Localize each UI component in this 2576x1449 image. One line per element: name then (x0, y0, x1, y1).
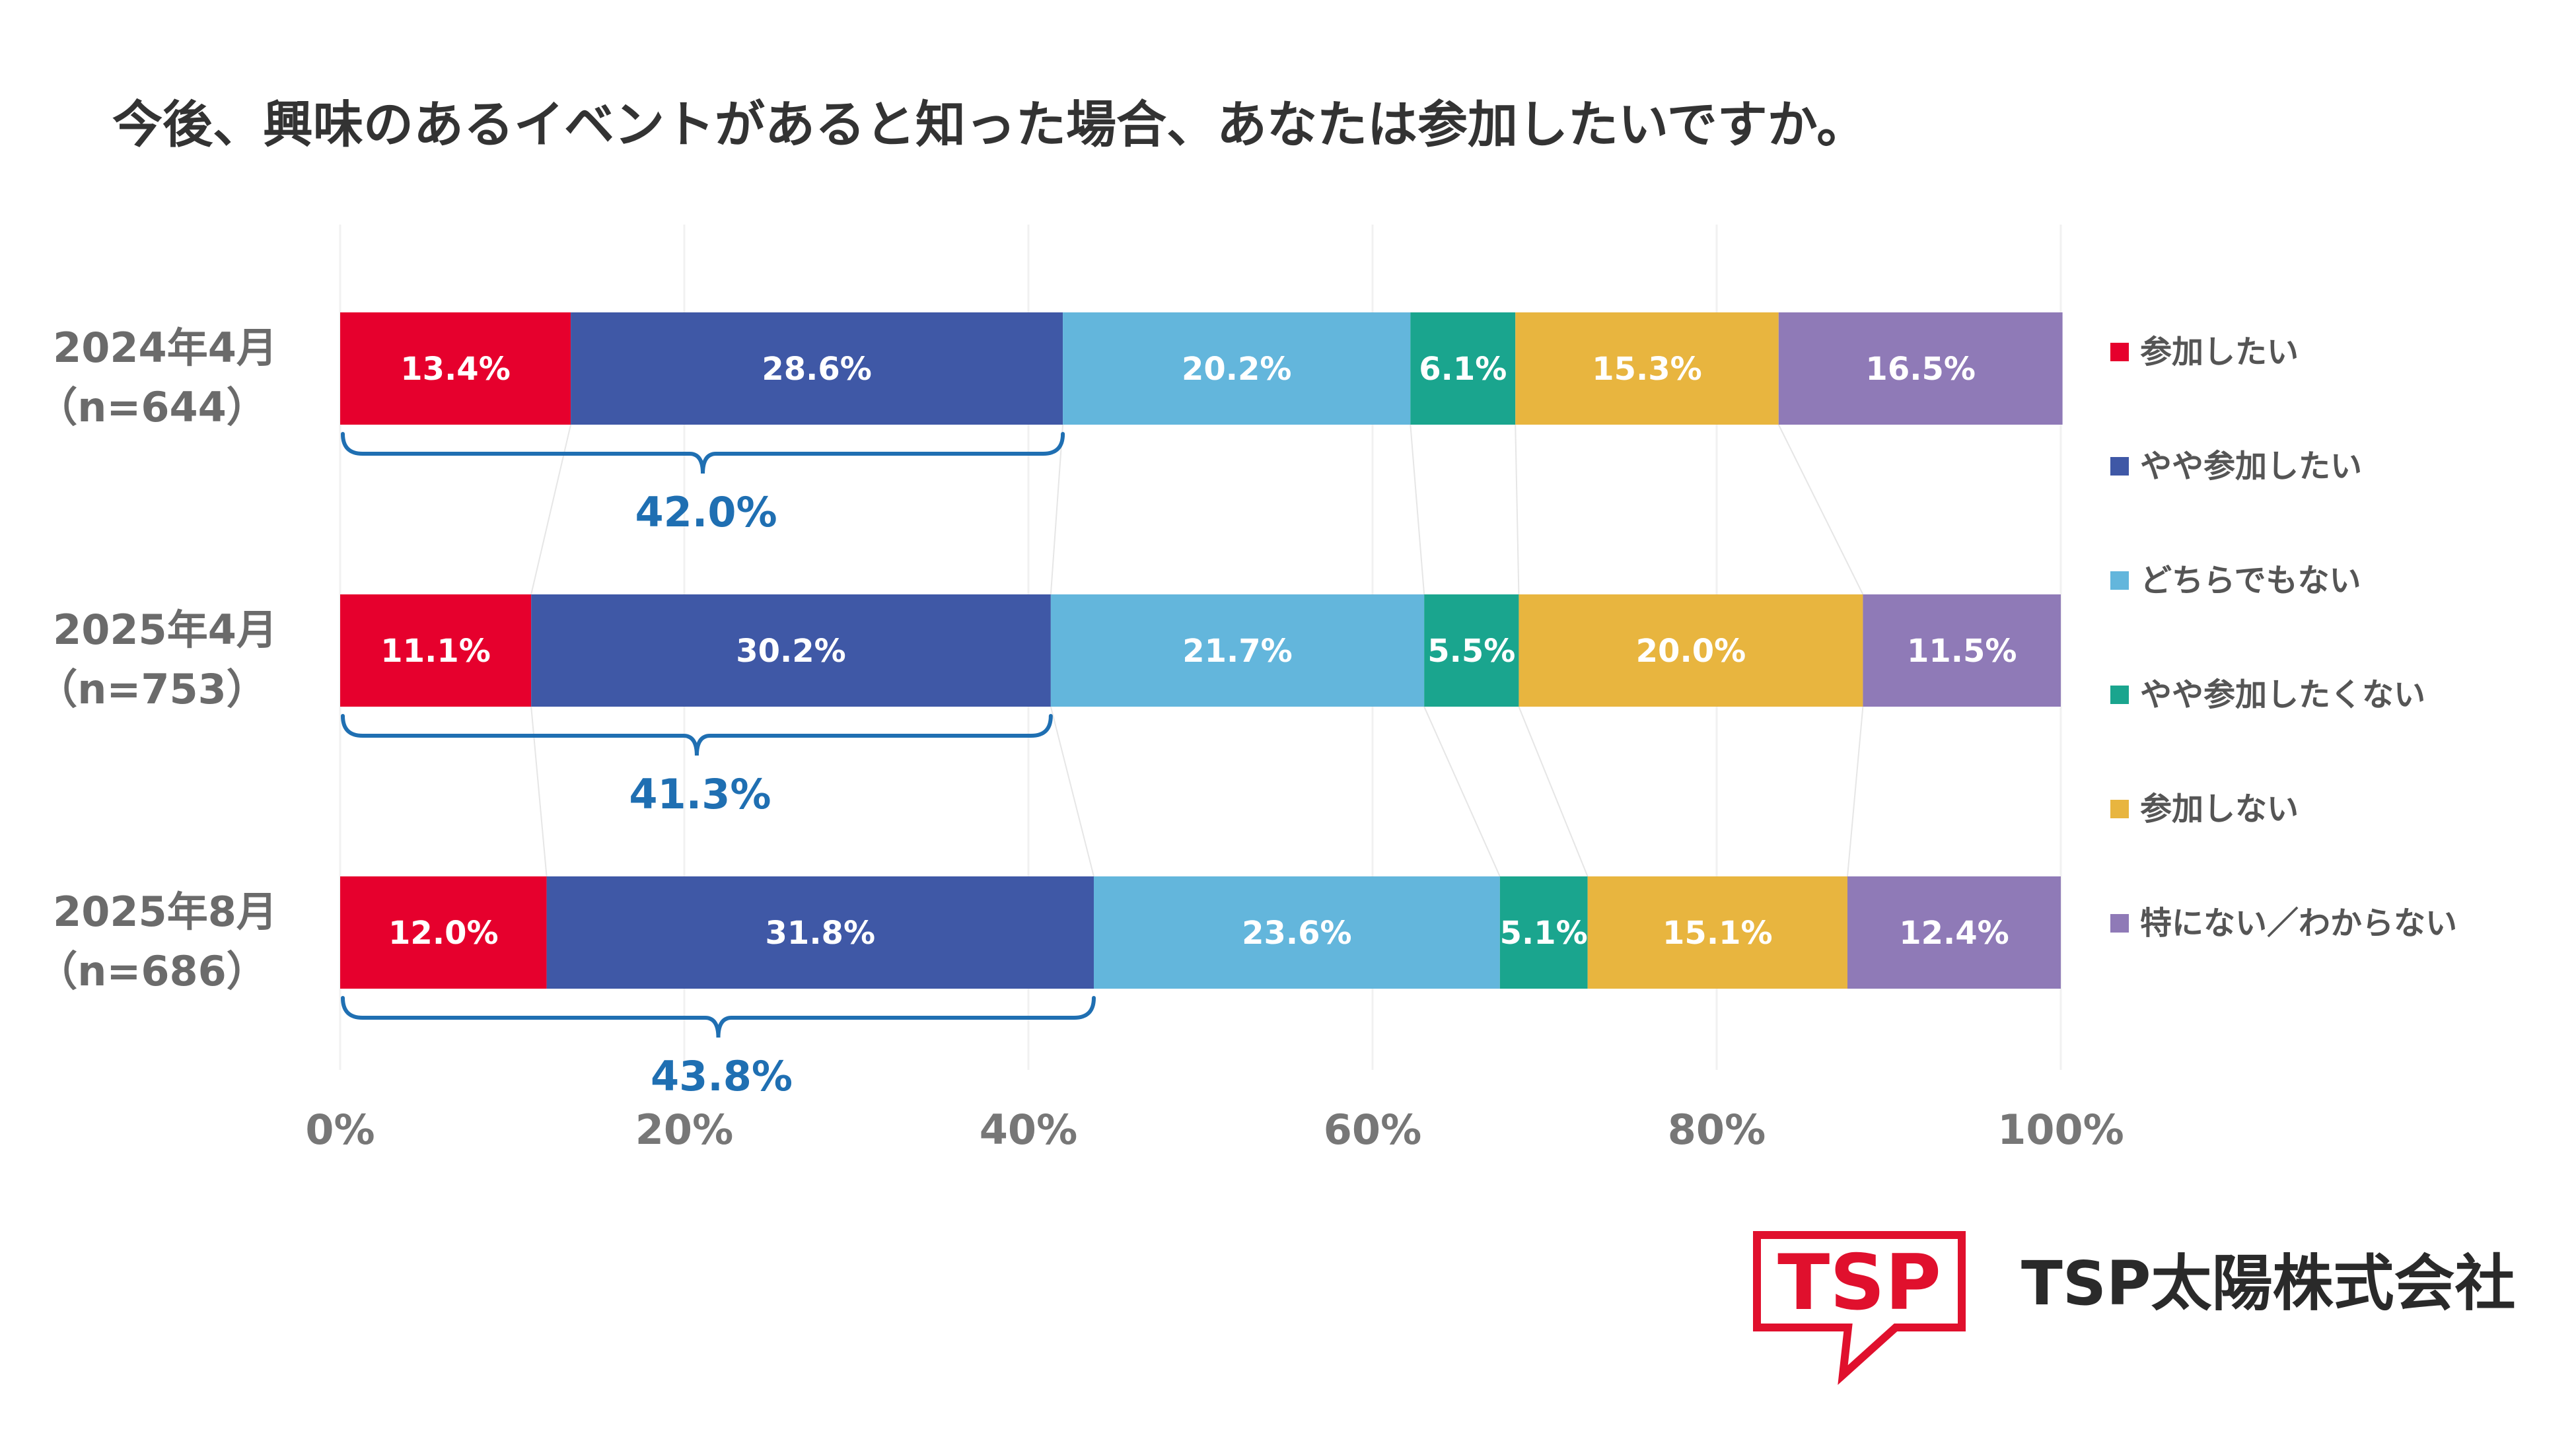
row-sample-size: （n=753） (36, 665, 268, 713)
segment-value-label: 11.5% (1907, 633, 2017, 670)
legend-label: 特にない／わからない (2140, 905, 2457, 942)
connector-line (1050, 424, 1064, 595)
legend-swatch (2110, 457, 2129, 476)
x-tick-label: 0% (305, 1106, 375, 1154)
legend: 参加したいやや参加したいどちらでもないやや参加したくない参加しない特にない／わか… (2110, 334, 2457, 942)
bar-segment (1778, 312, 2063, 425)
legend-swatch (2110, 686, 2129, 704)
company-name: TSP太陽株式会社 (2021, 1248, 2515, 1319)
bar-segment (1050, 594, 1425, 707)
bar-segment (1847, 876, 2061, 989)
segment-value-label: 5.5% (1427, 633, 1515, 670)
segment-value-label: 13.4% (400, 351, 511, 388)
sum-bracket (341, 432, 1065, 474)
bar-segment (340, 312, 571, 425)
segment-value-label: 11.1% (380, 633, 491, 670)
segment-value-label: 20.2% (1182, 351, 1292, 388)
bar-segment (1093, 876, 1500, 989)
segment-value-label: 30.2% (736, 633, 846, 670)
connector-line (1518, 706, 1589, 877)
legend-label: やや参加したい (2140, 448, 2362, 485)
legend-swatch (2110, 343, 2129, 361)
plot-area: 13.4% 28.6% 20.2% 6.1% 15.3% 16.5% 2024年4月 （n=6… (36, 225, 2124, 1154)
connector-line (530, 706, 548, 877)
x-tick-label: 20% (635, 1106, 733, 1154)
sum-total-label: 42.0% (635, 488, 777, 536)
company-logo: TSP TSP太陽株式会社 (1753, 1231, 2515, 1386)
bar-segment (531, 594, 1051, 707)
row-label: 2025年8月 (53, 888, 277, 936)
connector-line (1515, 424, 1520, 595)
segment-value-label: 31.8% (766, 915, 876, 952)
bar-segment (340, 876, 547, 989)
bar-segment (340, 594, 532, 707)
connector-line (1050, 706, 1094, 877)
segment-value-label: 20.0% (1636, 633, 1746, 670)
segment-value-label: 15.1% (1663, 915, 1773, 952)
row-label: 2025年4月 (53, 606, 277, 654)
legend-swatch (2110, 914, 2129, 933)
row-sample-size: （n=644） (36, 383, 268, 431)
bar-segment (1519, 594, 1863, 707)
row-sample-size: （n=686） (36, 947, 268, 995)
legend-label: やや参加したくない (2140, 676, 2425, 713)
legend-label: 参加したい (2140, 334, 2299, 371)
bar-segment (546, 876, 1094, 989)
bar-segment (571, 312, 1063, 425)
connector-line (1846, 706, 1864, 877)
connector-line (530, 424, 572, 595)
connector-line (1423, 706, 1501, 877)
sum-total-label: 43.8% (651, 1052, 793, 1100)
bar-segment (1063, 312, 1411, 425)
segment-value-label: 21.7% (1182, 633, 1293, 670)
segment-value-label: 16.5% (1865, 351, 1976, 388)
sum-bracket (341, 714, 1053, 756)
segment-value-label: 12.0% (388, 915, 499, 952)
legend-label: どちらでもない (2140, 562, 2361, 599)
bar-segment (1515, 312, 1779, 425)
sum-total-label: 41.3% (629, 770, 771, 818)
connector-line (1410, 424, 1425, 595)
segment-value-label: 6.1% (1419, 351, 1507, 388)
bar-segment (1410, 312, 1516, 425)
connector-line (1777, 424, 1864, 595)
x-tick-label: 60% (1324, 1106, 1421, 1154)
row-label: 2024年4月 (53, 324, 277, 372)
bar-segment (1424, 594, 1519, 707)
sum-bracket (341, 996, 1096, 1038)
legend-swatch (2110, 800, 2129, 818)
bar-segment (1863, 594, 2061, 707)
segment-value-label: 15.3% (1592, 351, 1702, 388)
segment-value-label: 5.1% (1500, 915, 1588, 952)
legend-label: 参加しない (2140, 791, 2299, 828)
legend-swatch (2110, 571, 2129, 590)
chart-title: 今後、興味のあるイベントがあると知った場合、あなたは参加したいですか。 (112, 95, 1867, 154)
segment-value-label: 28.6% (762, 351, 872, 388)
segment-value-label: 12.4% (1899, 915, 2009, 952)
speech-bubble-icon (1753, 1231, 1966, 1386)
segment-value-label: 23.6% (1242, 915, 1352, 952)
bar-segment (1499, 876, 1588, 989)
x-tick-label: 80% (1668, 1106, 1766, 1154)
x-tick-label: 40% (980, 1106, 1077, 1154)
bar-segment (1587, 876, 1847, 989)
logo-mark-text: TSP (1777, 1238, 1941, 1327)
x-tick-label: 100% (1997, 1106, 2124, 1154)
